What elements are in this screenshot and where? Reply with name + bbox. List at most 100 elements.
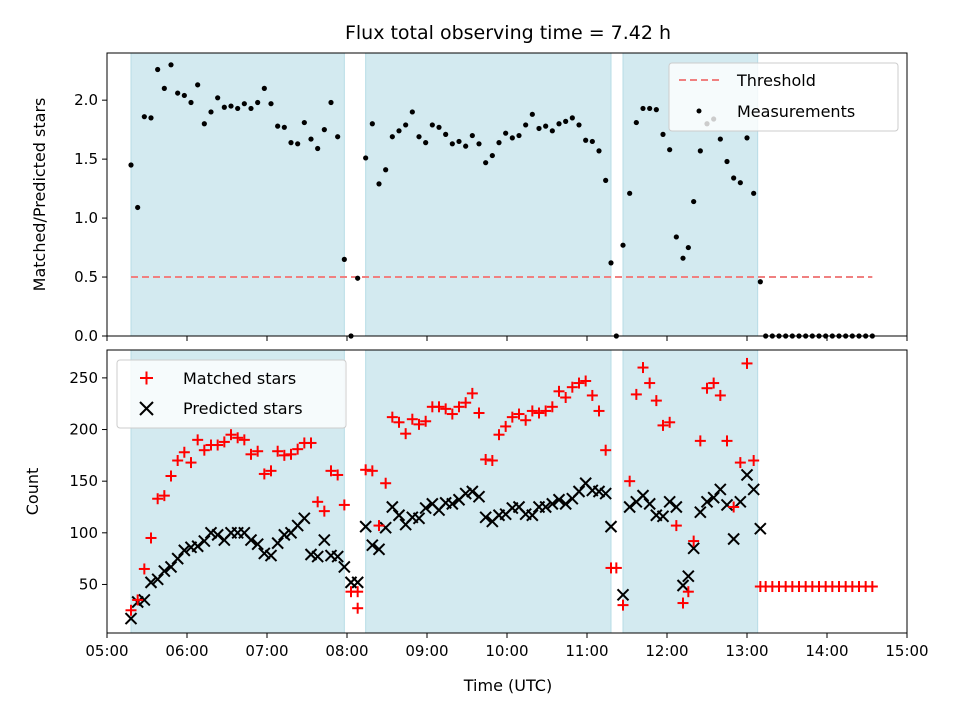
measurement-point	[603, 177, 609, 183]
predicted-star-point	[526, 509, 539, 522]
matched-star-point	[670, 520, 682, 532]
measurement-point	[516, 132, 522, 139]
bottom-plot-area	[124, 357, 878, 625]
measurement-point	[509, 135, 515, 141]
predicted-star-point	[559, 497, 572, 511]
predicted-marker-stroke	[164, 560, 178, 574]
predicted-marker-stroke	[412, 512, 426, 525]
predicted-star-point	[694, 505, 707, 519]
matched-star-point	[172, 455, 184, 467]
predicted-marker-stroke	[599, 487, 612, 500]
predicted-star-point	[623, 500, 636, 514]
matched-star-point	[593, 405, 605, 417]
predicted-star-point	[636, 489, 650, 502]
predicted-marker-stroke	[318, 533, 331, 547]
matched-star-point	[460, 397, 472, 409]
predicted-star-point	[171, 552, 184, 565]
matched-star-point	[540, 405, 552, 417]
predicted-star-point	[419, 501, 432, 515]
predicted-marker-stroke	[359, 520, 372, 533]
measurement-point	[436, 124, 442, 130]
predicted-star-point	[727, 532, 740, 546]
matched-star-point	[225, 429, 237, 441]
measurement-point	[363, 155, 369, 161]
measurement-point	[403, 122, 409, 128]
measurement-point	[503, 130, 509, 136]
matched-star-point	[664, 416, 676, 428]
measurement-point	[685, 244, 691, 251]
top-observing-windows	[130, 52, 759, 337]
bottom-y-axis: 50 100 150 200 250	[69, 369, 107, 593]
measurement-point	[155, 66, 161, 73]
predicted-star-point	[412, 512, 426, 525]
matched-star-point	[232, 432, 244, 444]
matched-star-point	[420, 415, 432, 427]
matched-star-point	[586, 389, 598, 401]
measurement-point	[376, 181, 382, 187]
predicted-marker-stroke	[271, 536, 284, 550]
predicted-marker-stroke	[439, 496, 452, 510]
predicted-marker-stroke	[616, 588, 630, 601]
measurement-point	[181, 92, 187, 99]
measurement-point	[667, 147, 673, 153]
measurement-point	[647, 105, 653, 112]
matched-star-point	[493, 429, 505, 441]
predicted-star-point	[539, 500, 552, 514]
matched-star-point	[600, 444, 612, 456]
predicted-marker-stroke	[338, 560, 351, 574]
matched-star-point	[258, 468, 270, 480]
measurement-point	[295, 141, 301, 147]
predicted-star-point	[479, 511, 492, 524]
predicted-star-point	[446, 497, 459, 511]
predicted-marker-stroke	[211, 528, 224, 542]
matched-star-point	[406, 413, 418, 425]
y-tick-label: 0.5	[74, 268, 98, 286]
bottom-legend: Matched stars Predicted stars	[116, 359, 347, 429]
predicted-marker-stroke	[244, 533, 258, 547]
matched-star-point	[677, 597, 689, 609]
y-tick-label: 0.0	[74, 327, 98, 345]
top-legend-box	[668, 62, 899, 132]
predicted-marker-stroke	[379, 521, 392, 534]
predicted-marker-stroke	[604, 520, 618, 533]
measurement-point	[328, 99, 334, 106]
matched-star-point	[728, 501, 740, 513]
matched-star-point	[644, 377, 656, 389]
measurement-point	[640, 105, 646, 112]
predicted-marker-stroke	[426, 497, 439, 511]
measurement-point	[549, 128, 555, 134]
predicted-star-point	[318, 533, 331, 547]
predicted-marker-stroke	[727, 532, 740, 546]
matched-star-point	[265, 465, 277, 477]
measurement-point	[201, 121, 207, 127]
predicted-marker-stroke	[204, 526, 218, 540]
measurement-point	[449, 141, 455, 147]
matched-star-point	[650, 395, 662, 407]
predicted-marker-stroke	[386, 500, 399, 514]
predicted-star-point	[472, 490, 486, 503]
x-tick-label: 14:00	[805, 642, 848, 660]
matched-star-point	[741, 357, 753, 369]
predicted-marker-stroke	[539, 500, 552, 514]
observing-window	[365, 52, 612, 337]
matched-star-point	[192, 434, 204, 446]
predicted-marker-stroke	[552, 493, 566, 506]
measurement-point	[489, 152, 495, 159]
measurement-point	[341, 256, 347, 262]
matched-star-point	[573, 377, 585, 389]
matched-star-point	[158, 490, 170, 502]
matched-star-point	[433, 401, 445, 413]
predicted-marker-stroke	[264, 549, 278, 562]
predicted-marker-stroke	[663, 495, 676, 509]
predicted-star-point	[164, 560, 178, 574]
matched-star-point	[338, 499, 350, 511]
measurement-point	[409, 109, 415, 115]
bottom-x-axis: 05:00 06:00 07:00 08:00 09:00 10:00 11:00 12:00…	[85, 633, 929, 660]
predicted-marker-stroke	[707, 491, 720, 504]
matched-star-point	[152, 493, 164, 505]
matched-star-point	[480, 453, 492, 465]
top-plot-area	[128, 62, 875, 339]
predicted-star-point	[656, 510, 670, 523]
matched-star-point	[413, 418, 425, 430]
